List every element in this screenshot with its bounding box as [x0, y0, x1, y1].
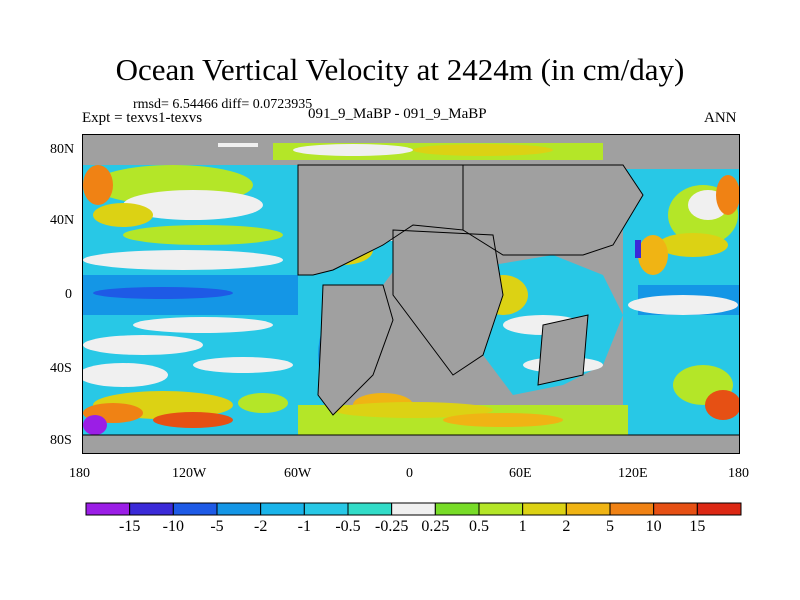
stats-label: rmsd= 6.54466 diff= 0.0723935 — [133, 97, 313, 112]
colorbar-swatch — [303, 502, 349, 516]
colorbar-swatch — [172, 502, 218, 516]
comparison-label: 091_9_MaBP - 091_9_MaBP — [308, 106, 487, 122]
colorbar-swatch — [478, 502, 524, 516]
colorbar-swatch — [434, 502, 480, 516]
lon-label-0: 0 — [406, 466, 413, 481]
lon-label-120w: 120W — [172, 466, 207, 481]
colorbar-swatch — [522, 502, 567, 516]
lon-label-60e: 60E — [509, 466, 532, 481]
lat-label-0: 0 — [65, 287, 72, 302]
experiment-label: Expt = texvs1-texvs — [82, 110, 203, 126]
colorbar-tick-label: -0.5 — [335, 518, 361, 535]
coastlines — [83, 164, 739, 436]
lon-label-180w: 180 — [69, 466, 90, 481]
lon-label-120e: 120E — [618, 466, 648, 481]
colorbar-swatch — [609, 502, 655, 516]
colorbar-swatch — [696, 502, 742, 516]
season-label: ANN — [704, 110, 737, 126]
colorbar-tick-label: 1 — [518, 518, 527, 535]
colorbar-tick-label: -10 — [162, 518, 184, 535]
lat-label-80n: 80N — [50, 142, 75, 157]
lon-label-180e: 180 — [728, 466, 749, 481]
colorbar-swatch — [653, 502, 698, 516]
colorbar-tick-label: 0.5 — [469, 518, 489, 535]
plot-title: Ocean Vertical Velocity at 2424m (in cm/… — [115, 52, 685, 87]
velocity-field-map — [83, 135, 739, 453]
colorbar-tick-label: -2 — [253, 518, 268, 535]
colorbar-swatch — [391, 502, 436, 516]
lat-label-40s: 40S — [50, 361, 72, 376]
colorbar-tick-label: -0.25 — [374, 518, 409, 535]
colorbar-tick-label: -5 — [210, 518, 224, 535]
colorbar-swatch — [85, 502, 131, 516]
colorbar-tick-label: 10 — [645, 518, 662, 535]
lat-label-40n: 40N — [50, 213, 75, 228]
colorbar-tick-label: 0.25 — [421, 518, 450, 535]
continents — [83, 135, 739, 453]
lon-label-60w: 60W — [284, 466, 312, 481]
colorbar-tick-label: 5 — [606, 518, 614, 535]
lat-label-80s: 80S — [50, 433, 72, 448]
colorbar-tick-label: -1 — [297, 518, 311, 535]
map-plot-area — [82, 134, 740, 454]
colorbar-swatch — [216, 502, 262, 516]
colorbar-swatch — [347, 502, 393, 516]
colorbar-swatch — [565, 502, 611, 516]
colorbar-tick-label: -15 — [118, 518, 141, 535]
colorbar-tick-label: 2 — [562, 518, 571, 535]
colorbar-swatch — [129, 502, 174, 516]
colorbar-swatch — [260, 502, 305, 516]
colorbar-tick-label: 15 — [689, 518, 706, 535]
